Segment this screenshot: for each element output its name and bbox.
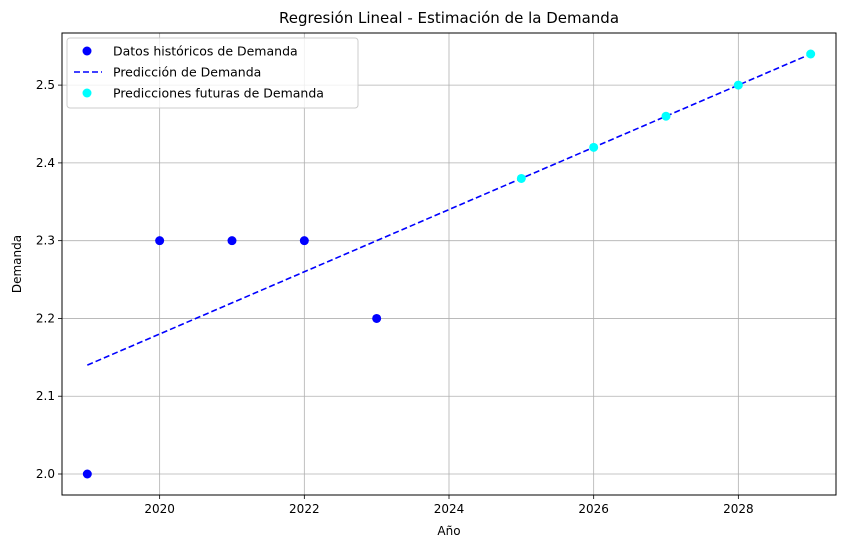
y-tick-label: 2.3 xyxy=(36,234,55,248)
historical-point xyxy=(82,469,92,479)
x-tick-label: 2024 xyxy=(434,502,465,516)
x-tick-label: 2026 xyxy=(578,502,609,516)
y-tick-label: 2.1 xyxy=(36,389,55,403)
historical-point xyxy=(299,236,309,246)
y-tick-label: 2.5 xyxy=(36,78,55,92)
plot-area xyxy=(82,49,816,479)
y-tick-label: 2.0 xyxy=(36,467,55,481)
chart-title: Regresión Lineal - Estimación de la Dema… xyxy=(279,9,619,27)
historical-point xyxy=(372,313,382,323)
historical-point xyxy=(227,236,237,246)
legend-marker xyxy=(82,46,92,56)
legend-marker xyxy=(82,88,92,98)
x-tick-label: 2022 xyxy=(289,502,320,516)
prediction-line xyxy=(87,53,811,366)
plot-frame xyxy=(61,32,837,496)
future-prediction-point xyxy=(589,142,599,152)
y-tick-label: 2.4 xyxy=(36,156,55,170)
future-prediction-point xyxy=(806,49,816,59)
historical-point xyxy=(155,236,165,246)
legend-box xyxy=(66,37,359,109)
x-axis-label: Año xyxy=(437,524,460,538)
legend-entry-label: Predicción de Demanda xyxy=(113,65,261,80)
legend: Datos históricos de Demanda Predicción de… xyxy=(66,37,359,109)
future-prediction-point xyxy=(733,80,743,90)
y-tick-label: 2.2 xyxy=(36,311,55,325)
future-prediction-point xyxy=(661,111,671,121)
future-prediction-point xyxy=(516,173,526,183)
x-tick-label: 2028 xyxy=(723,502,754,516)
legend-entry-label: Predicciones futuras de Demanda xyxy=(113,86,324,101)
x-axis-ticks: 2020 2022 2024 2026 2028 xyxy=(144,495,754,516)
legend-entry-label: Datos históricos de Demanda xyxy=(113,44,298,59)
y-axis-label: Demanda xyxy=(10,235,24,293)
y-axis-ticks: 2.0 2.1 2.2 2.3 2.4 2.5 xyxy=(36,78,62,481)
x-tick-label: 2020 xyxy=(144,502,175,516)
